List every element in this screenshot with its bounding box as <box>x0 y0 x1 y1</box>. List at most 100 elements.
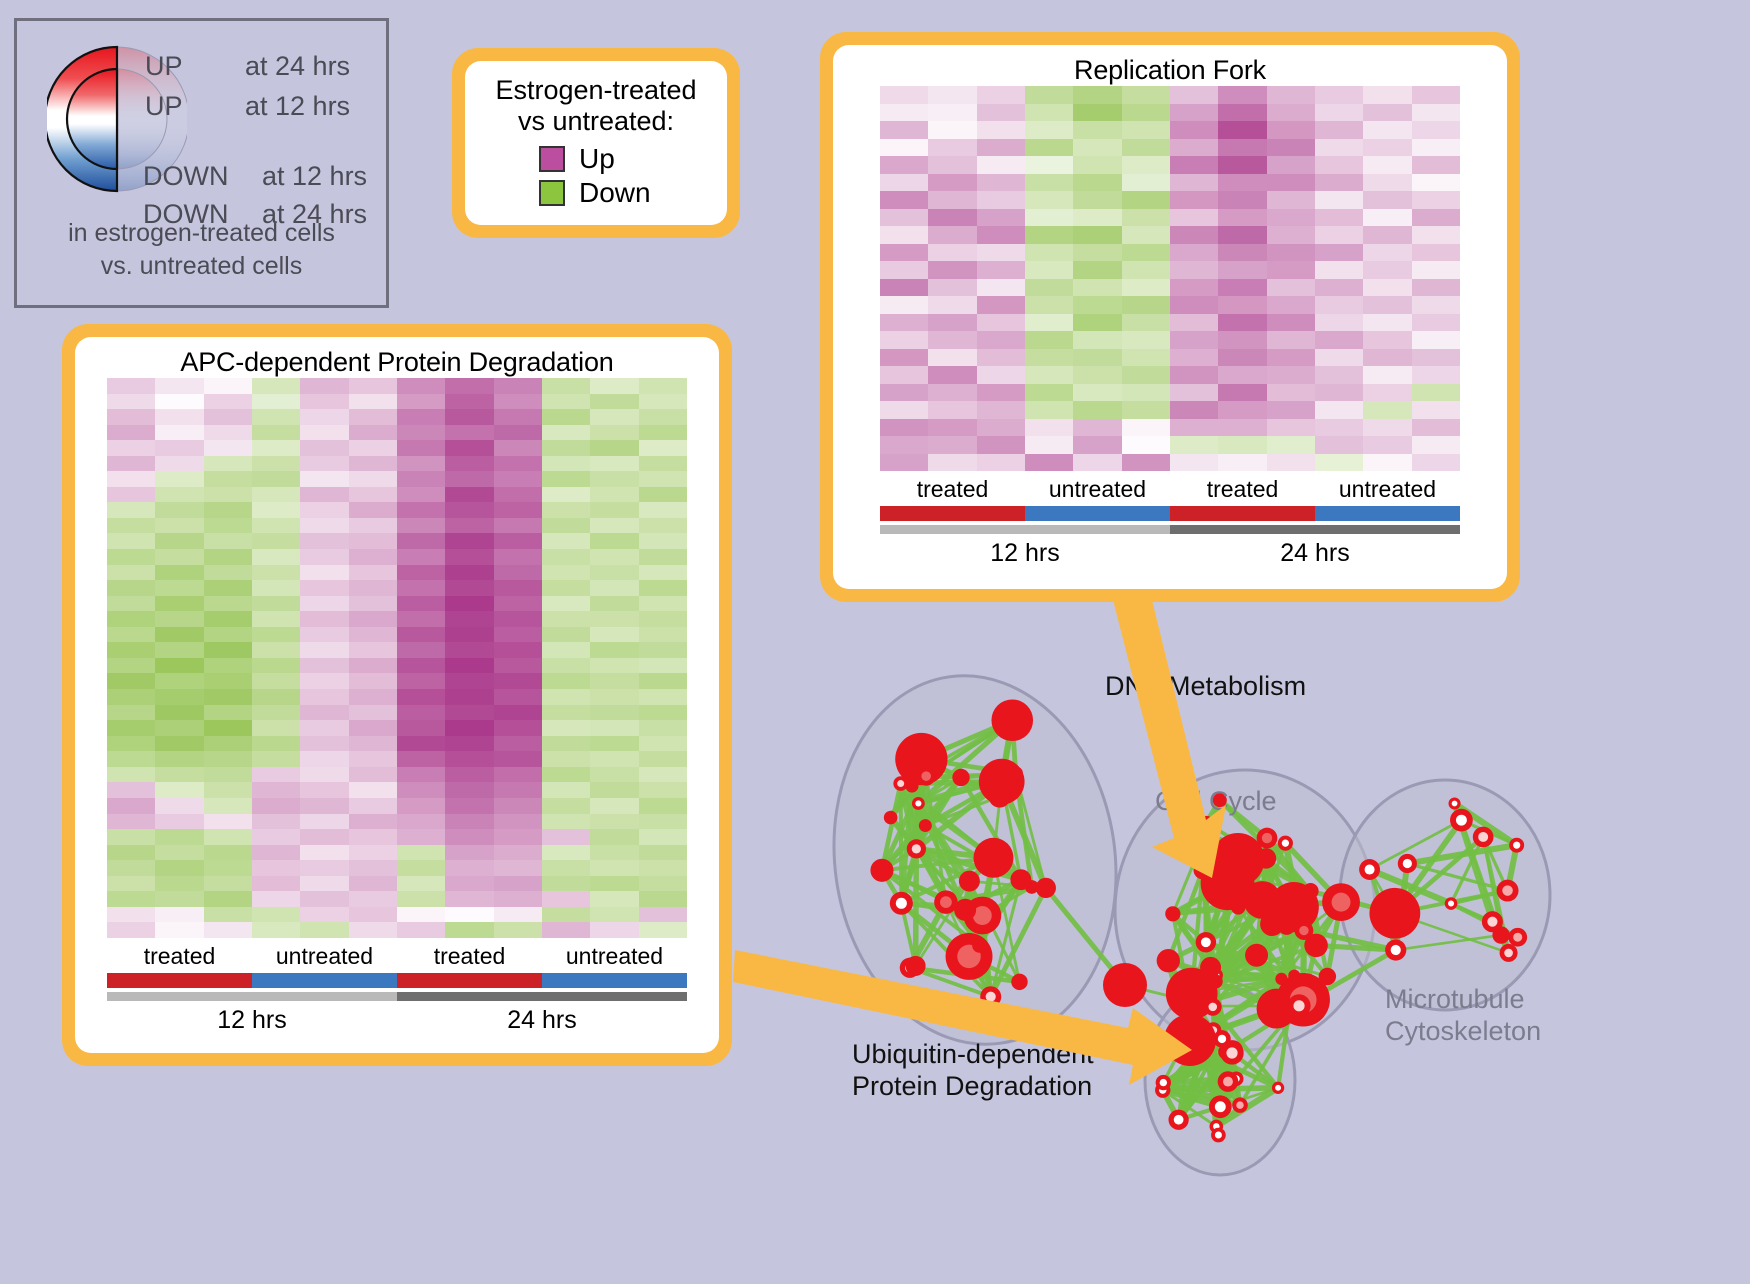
heatmap-cell <box>1218 279 1266 297</box>
network-node-core <box>1513 842 1520 849</box>
legend-caption: in estrogen-treated cells vs. untreated … <box>17 217 386 282</box>
legend-row-0-state: UP <box>145 53 183 80</box>
heatmap-cell <box>542 487 590 503</box>
network-node-core <box>1504 949 1513 958</box>
heatmap-cell <box>1412 261 1460 279</box>
heatmap-cell <box>204 378 252 394</box>
heatmap-cell <box>252 751 300 767</box>
heatmap-cell <box>445 907 493 923</box>
heatmap-cell <box>880 209 928 227</box>
heatmap-cell <box>300 782 348 798</box>
network-node <box>906 956 926 976</box>
network-node <box>919 819 932 832</box>
network-node <box>1303 883 1319 899</box>
heatmap-cell <box>1073 454 1121 472</box>
time-label: 24 hrs <box>1170 534 1460 568</box>
heatmap-cell <box>1170 279 1218 297</box>
updown-legend-title: Estrogen-treated vs untreated: <box>465 75 727 137</box>
heatmap-cell <box>1412 209 1460 227</box>
network-node <box>1199 816 1213 830</box>
network-node-core <box>1456 815 1467 826</box>
heatmap-cell <box>1170 226 1218 244</box>
heatmap-cell <box>204 876 252 892</box>
heatmap-cell <box>977 244 1025 262</box>
condition-color-bar <box>1170 506 1315 521</box>
heatmap-cell <box>590 876 638 892</box>
heatmap-cell <box>1218 244 1266 262</box>
heatmap-cell <box>107 596 155 612</box>
heatmap-cell <box>542 549 590 565</box>
heatmap-cell <box>349 767 397 783</box>
heatmap-cell <box>639 720 687 736</box>
heatmap-cell <box>590 425 638 441</box>
heatmap-cell <box>639 565 687 581</box>
network-node-core <box>915 800 921 806</box>
heatmap-cell <box>590 751 638 767</box>
heatmap-cell <box>494 642 542 658</box>
heatmap-cell <box>1267 279 1315 297</box>
heatmap-cell <box>445 549 493 565</box>
heatmap-cell <box>204 533 252 549</box>
heatmap-cell <box>590 378 638 394</box>
heatmap-cell <box>1315 384 1363 402</box>
heatmap-cell <box>252 814 300 830</box>
heatmap-cell <box>880 314 928 332</box>
heatmap-cell <box>155 409 203 425</box>
heatmap-cell <box>397 767 445 783</box>
heatmap-cell <box>1073 419 1121 437</box>
heatmap-cell <box>1315 174 1363 192</box>
legend-row-2-time: at 12 hrs <box>262 163 367 190</box>
heatmap-cell <box>397 922 445 938</box>
heatmap-cell <box>204 782 252 798</box>
heatmap-cell <box>445 502 493 518</box>
heatmap-cell <box>977 419 1025 437</box>
heatmap-cell <box>1025 331 1073 349</box>
apc-condition-bar <box>107 973 687 988</box>
heatmap-cell <box>1363 174 1411 192</box>
heatmap-cell <box>1025 384 1073 402</box>
heatmap-cell <box>542 518 590 534</box>
heatmap-cell <box>107 549 155 565</box>
heatmap-cell <box>1073 86 1121 104</box>
heatmap-cell <box>1073 191 1121 209</box>
heatmap-cell <box>494 580 542 596</box>
network-node <box>1164 1014 1216 1066</box>
heatmap-cell <box>445 891 493 907</box>
heatmap-cell <box>300 471 348 487</box>
replication-fork-condition-bar <box>880 506 1460 521</box>
heatmap-cell <box>494 782 542 798</box>
network-node-core <box>1513 933 1522 942</box>
heatmap-cell <box>590 782 638 798</box>
network-node <box>1036 878 1056 898</box>
heatmap-cell <box>590 814 638 830</box>
heatmap-cell <box>494 829 542 845</box>
network-node <box>1010 869 1031 890</box>
heatmap-cell <box>1315 86 1363 104</box>
heatmap-cell <box>349 907 397 923</box>
network-node-core <box>1275 1085 1281 1091</box>
network-node-core <box>1226 1047 1237 1058</box>
heatmap-cell <box>494 907 542 923</box>
cluster-label-ubiquitin: Ubiquitin-dependent Protein Degradation <box>852 1038 1094 1103</box>
heatmap-cell <box>349 642 397 658</box>
heatmap-cell <box>1267 454 1315 472</box>
heatmap-cell <box>1412 191 1460 209</box>
heatmap-cell <box>590 798 638 814</box>
heatmap-cell <box>1073 331 1121 349</box>
heatmap-cell <box>445 829 493 845</box>
heatmap-cell <box>1315 209 1363 227</box>
heatmap-cell <box>977 314 1025 332</box>
heatmap-cell <box>1363 349 1411 367</box>
legend-caption-line1: in estrogen-treated cells <box>17 217 386 250</box>
heatmap-cell <box>1218 156 1266 174</box>
network-node-core <box>896 898 907 909</box>
network-node <box>972 938 987 953</box>
heatmap-cell <box>349 456 397 472</box>
heatmap-cell <box>204 425 252 441</box>
network-node-core <box>1215 1101 1226 1112</box>
heatmap-cell <box>397 518 445 534</box>
heatmap-cell <box>494 518 542 534</box>
time-color-bar <box>1170 525 1460 534</box>
heatmap-cell <box>252 907 300 923</box>
